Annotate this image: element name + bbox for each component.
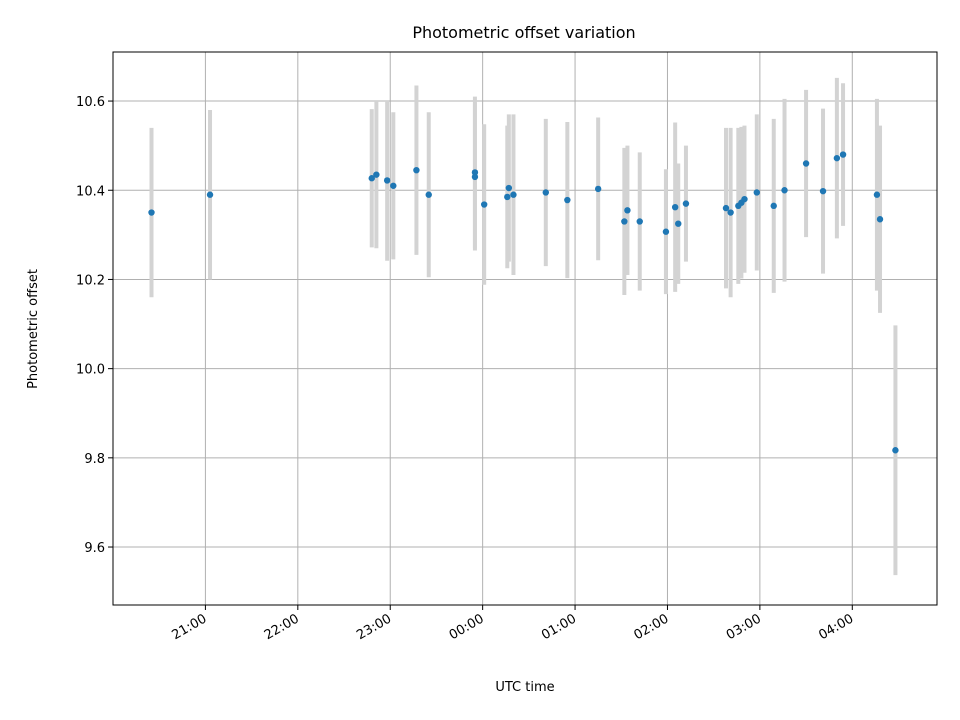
data-point — [624, 207, 631, 214]
data-point — [368, 175, 375, 182]
x-tick-label: 21:00 — [169, 611, 209, 643]
data-point — [564, 196, 571, 204]
data-point — [873, 191, 881, 198]
y-axis-label: Photometric offset — [26, 269, 41, 389]
y-tick-label: 10.4 — [76, 184, 105, 199]
data-point — [662, 228, 670, 235]
data-point — [390, 182, 397, 189]
x-tick-label: 00:00 — [447, 611, 487, 643]
data-point — [819, 187, 827, 195]
data-point — [741, 195, 748, 203]
data-point — [833, 154, 841, 162]
x-tick-label: 04:00 — [816, 611, 856, 643]
y-axis-ticks: 9.6 9.8 10.0 10.2 10.4 10.6 — [76, 95, 113, 556]
data-point — [206, 191, 214, 198]
data-point — [471, 173, 479, 181]
data-point — [636, 218, 643, 225]
data-point — [770, 202, 777, 210]
data-point — [413, 166, 420, 174]
plot-frame — [112, 51, 938, 606]
data-point — [542, 189, 549, 196]
data-points — [148, 151, 899, 454]
data-point — [675, 220, 682, 227]
x-tick-label: 01:00 — [539, 611, 579, 643]
error-bars — [149, 77, 898, 576]
x-tick-label: 23:00 — [354, 611, 394, 643]
data-point — [876, 216, 884, 223]
y-tick-label: 10.6 — [76, 95, 105, 110]
x-axis-ticks: 21:00 22:00 23:00 00:00 01:00 02:00 03:00 04:00 — [169, 605, 856, 643]
x-axis-label: UTC time — [495, 680, 554, 695]
data-point — [753, 189, 760, 196]
data-point — [781, 187, 788, 194]
data-point — [373, 171, 380, 178]
data-point — [671, 203, 679, 211]
data-point — [594, 185, 602, 193]
x-tick-label: 03:00 — [724, 611, 764, 643]
data-point — [425, 191, 432, 198]
x-tick-label: 02:00 — [632, 611, 672, 643]
data-point — [383, 177, 391, 184]
grid-lines — [113, 52, 937, 605]
y-tick-label: 10.2 — [76, 273, 105, 288]
data-point — [682, 200, 690, 207]
y-tick-label: 10.0 — [76, 363, 105, 378]
x-tick-label: 22:00 — [262, 611, 302, 643]
chart-title: Photometric offset variation — [412, 23, 635, 42]
data-point — [504, 193, 511, 201]
data-point — [727, 209, 734, 216]
data-point — [722, 204, 730, 212]
data-point — [471, 169, 479, 176]
data-point — [802, 160, 810, 167]
y-tick-label: 9.6 — [84, 541, 105, 556]
data-point — [505, 184, 513, 192]
data-point — [839, 151, 847, 158]
data-point — [148, 209, 155, 216]
data-point — [621, 218, 628, 225]
data-point — [892, 447, 899, 454]
data-point — [510, 191, 517, 198]
y-tick-label: 9.8 — [84, 452, 105, 467]
data-point — [480, 201, 488, 208]
